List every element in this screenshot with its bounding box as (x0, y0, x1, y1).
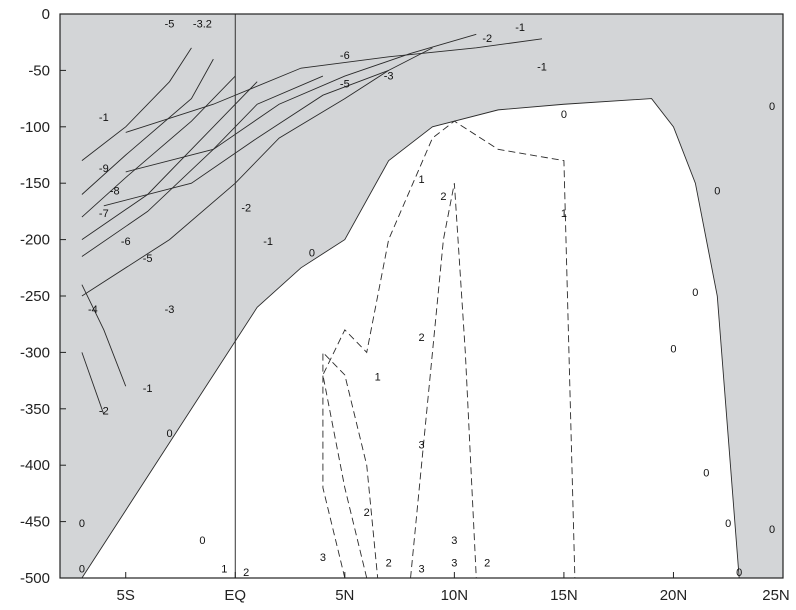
contour-label: -7 (99, 208, 109, 220)
contour-label: -1 (143, 383, 153, 395)
contour-label: 3 (418, 563, 424, 575)
contour-label: 2 (484, 558, 490, 570)
contour-label: 1 (418, 174, 424, 186)
contour-labels: -1 -2 -1 -3 -5 -6 -5 -3.2 -1 -9-8-7 -6 -5 -4 -3 -2 -1 -2… (79, 19, 775, 579)
contour-label: 0 (561, 109, 567, 121)
y-tick-label: -200 (20, 232, 50, 249)
x-tick-label: 15N (550, 587, 578, 604)
contour-label: 3 (451, 558, 457, 570)
contour-label: -3.2 (193, 19, 212, 31)
contour-label: -3 (165, 304, 175, 316)
contour-label: 0 (725, 518, 731, 530)
y-tick-label: -300 (20, 344, 50, 361)
contour-label: 1 (221, 563, 227, 575)
contour-label: 0 (692, 287, 698, 299)
y-tick-label: -100 (20, 119, 50, 136)
contour-label: -8 (110, 185, 120, 197)
x-tick-label: 10N (441, 587, 469, 604)
contour-label: 1 (561, 208, 567, 220)
contour-label: -9 (99, 163, 109, 175)
y-axis: 0 -50 -100 -150 -200 -250 -300 -350 -400 -450 -500 (20, 6, 66, 587)
x-axis: 5S EQ 5N 10N 15N 20N 25N (117, 572, 790, 604)
x-tick-label: EQ (224, 587, 246, 604)
y-tick-label: 0 (42, 6, 50, 23)
contour-label: -5 (340, 78, 350, 90)
contour-label: 3 (451, 535, 457, 547)
contour-label: 0 (703, 467, 709, 479)
contour-line-level-minus2-10 (81, 352, 105, 415)
x-tick-label: 25N (762, 587, 790, 604)
y-tick-label: -500 (20, 570, 50, 587)
contour-label: -2 (241, 202, 251, 214)
contour-label: 3 (320, 552, 326, 564)
contour-label: -2 (482, 33, 492, 45)
x-tick-label: 20N (660, 587, 688, 604)
contour-label: -1 (99, 112, 109, 124)
contour-line-level-minus7-6 (81, 75, 236, 218)
contour-line-level-minus5-4 (81, 75, 324, 257)
y-tick-label: -250 (20, 288, 50, 305)
contour-label: 0 (714, 185, 720, 197)
contour-label: 0 (199, 535, 205, 547)
contour-label: -2 (99, 405, 109, 417)
contour-line-level-2-13 (322, 351, 379, 579)
contour-line-level-minus2-1 (125, 33, 477, 173)
contour-lines (81, 33, 740, 579)
contour-label: -1 (537, 61, 547, 73)
y-tick-label: -400 (20, 457, 50, 474)
plot-area: -1 -2 -1 -3 -5 -6 -5 -3.2 -1 -9-8-7 -6 -5 -4 -3 -2 -1 -2… (59, 13, 784, 579)
contour-line-level-minus9-8 (81, 47, 192, 161)
contour-line-level-minus1-9 (81, 284, 127, 387)
contour-label: 0 (769, 524, 775, 536)
contour-label: 2 (243, 567, 249, 579)
contour-line-level-minus4-3 (81, 70, 389, 297)
contour-label: 3 (418, 439, 424, 451)
contour-label: 1 (375, 372, 381, 384)
contour-label: 2 (364, 507, 370, 519)
contour-label: 0 (79, 563, 85, 575)
contour-line-level-0-11 (81, 98, 740, 579)
negative-shaded-region (60, 14, 783, 578)
contour-label: -3 (384, 70, 394, 82)
contour-label: -5 (143, 253, 153, 265)
contour-label: 0 (309, 248, 315, 260)
contour-label: -6 (340, 50, 350, 62)
contour-label: -4 (88, 304, 98, 316)
contour-label: 0 (769, 101, 775, 113)
contour-label: 2 (386, 558, 392, 570)
y-tick-label: -450 (20, 514, 50, 531)
contour-line-level-minus3-2 (103, 47, 433, 207)
y-tick-label: -350 (20, 401, 50, 418)
x-tick-label: 5N (335, 587, 354, 604)
contour-label: 0 (670, 343, 676, 355)
contour-line-level-minus8-7 (81, 58, 214, 195)
contour-line-level-minus1-0 (125, 38, 543, 133)
contour-label: -5 (165, 19, 175, 31)
contour-label: 0 (166, 428, 172, 440)
contour-label: 2 (418, 332, 424, 344)
contour-line-level-3-14 (410, 183, 477, 579)
y-tick-label: -150 (20, 175, 50, 192)
contour-label: 0 (736, 567, 742, 579)
contour-label: -1 (515, 22, 525, 34)
contour-line-level-1-12 (322, 120, 576, 579)
contour-label: -6 (121, 236, 131, 248)
contour-label: 2 (440, 191, 446, 203)
contour-label: -1 (263, 236, 273, 248)
x-tick-label: 5S (117, 587, 135, 604)
y-tick-label: -50 (28, 62, 50, 79)
contour-label: 0 (79, 518, 85, 530)
